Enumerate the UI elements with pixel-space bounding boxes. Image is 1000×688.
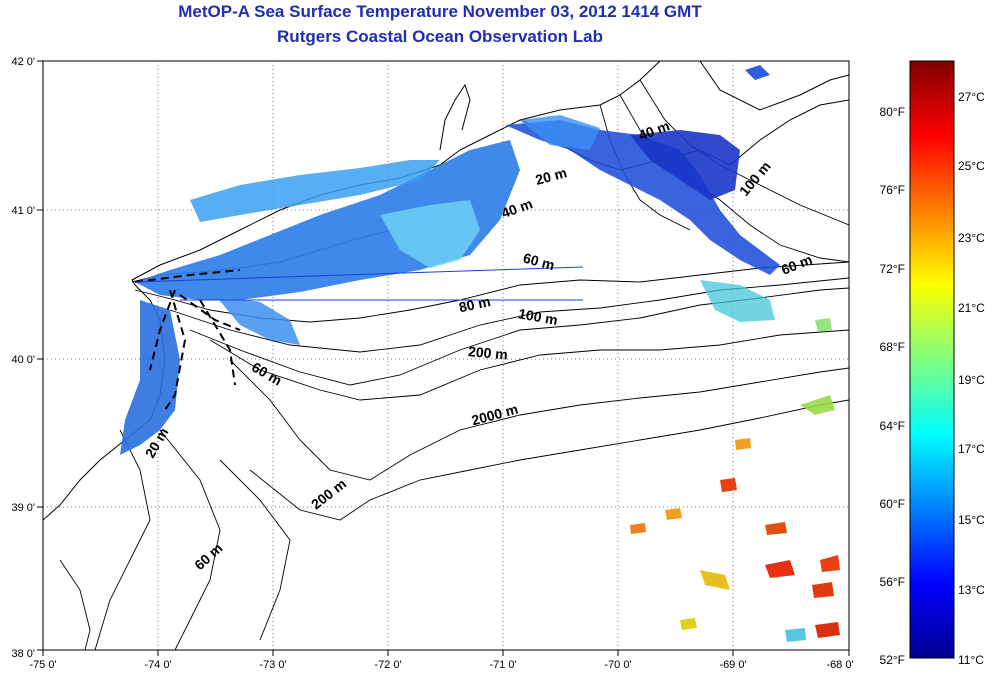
depth-label: 80 m [457, 293, 492, 315]
transect-lines [134, 266, 584, 301]
celsius-label: 25°C [958, 159, 985, 173]
fahrenheit-label: 64°F [880, 419, 905, 433]
colorbar-gradient [909, 60, 955, 659]
lat-label: 41 0' [11, 205, 35, 217]
depth-label: 60 m [521, 250, 556, 274]
lat-label: 38 0' [11, 648, 35, 660]
lat-label: 40 0' [11, 354, 35, 366]
lon-label: -69 0' [719, 659, 746, 671]
colorbar-fahrenheit-labels: 80°F 76°F 72°F 68°F 64°F 60°F 56°F 52°F [880, 105, 905, 667]
fahrenheit-label: 56°F [880, 575, 905, 589]
map-title: MetOP-A Sea Surface Temperature November… [178, 2, 702, 21]
celsius-label: 11°C [958, 653, 984, 667]
sst-patches [120, 65, 840, 642]
colorbar: 80°F 76°F 72°F 68°F 64°F 60°F 56°F 52°F … [880, 60, 985, 667]
dashed-lanes [134, 269, 241, 411]
lon-label: -71 0' [489, 659, 516, 671]
fahrenheit-label: 76°F [880, 183, 905, 197]
fahrenheit-label: 52°F [880, 653, 905, 667]
axis-ticks [37, 60, 850, 656]
lon-label: -72 0' [374, 659, 401, 671]
celsius-label: 19°C [958, 373, 985, 387]
fahrenheit-label: 60°F [880, 497, 905, 511]
lon-label: -68 0' [826, 659, 853, 671]
celsius-label: 13°C [958, 583, 985, 597]
depth-label: 200 m [467, 343, 508, 362]
fahrenheit-label: 72°F [880, 262, 905, 276]
lat-label: 42 0' [11, 56, 35, 68]
celsius-label: 15°C [958, 513, 985, 527]
celsius-label: 21°C [958, 301, 985, 315]
lon-label: -70 0' [604, 659, 631, 671]
map-subtitle: Rutgers Coastal Ocean Observation Lab [277, 27, 603, 46]
lon-label: -74 0' [144, 659, 171, 671]
lat-label: 39 0' [11, 502, 35, 514]
celsius-label: 17°C [958, 442, 985, 456]
fahrenheit-label: 68°F [880, 340, 905, 354]
latitude-labels: 42 0' 41 0' 40 0' 39 0' 38 0' [11, 56, 35, 660]
depth-label: 100 m [517, 305, 559, 328]
longitude-labels: -75 0' -74 0' -73 0' -72 0' -71 0' -70 0… [29, 659, 853, 671]
celsius-label: 23°C [958, 231, 985, 245]
depth-label: 20 m [534, 164, 569, 188]
colorbar-celsius-labels: 27°C 25°C 23°C 21°C 19°C 17°C 15°C 13°C … [958, 90, 985, 667]
fahrenheit-label: 80°F [880, 105, 905, 119]
lon-label: -75 0' [29, 659, 56, 671]
celsius-label: 27°C [958, 90, 985, 104]
lon-label: -73 0' [259, 659, 286, 671]
